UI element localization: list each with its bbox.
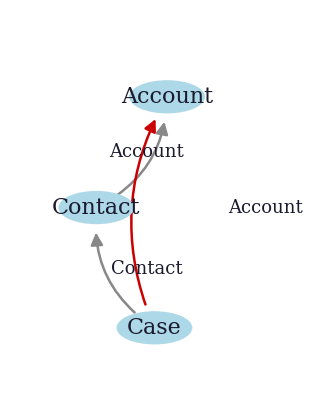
Ellipse shape (129, 80, 205, 113)
Text: Case: Case (127, 317, 182, 339)
Ellipse shape (117, 311, 192, 344)
Text: Account: Account (110, 143, 184, 161)
Text: Contact: Contact (52, 196, 141, 219)
Text: Contact: Contact (111, 260, 183, 278)
Ellipse shape (58, 191, 134, 224)
Text: Account: Account (228, 199, 303, 217)
Text: Account: Account (121, 86, 213, 108)
